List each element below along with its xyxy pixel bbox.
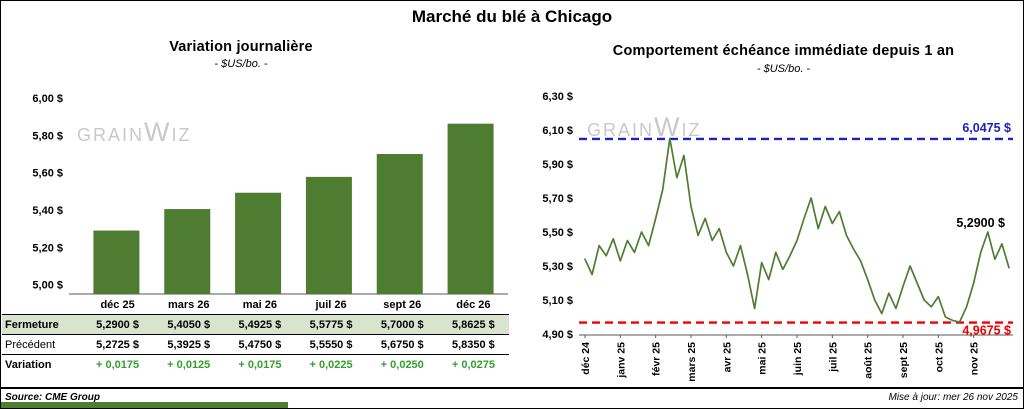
source-note: Source: CME Group <box>5 392 101 403</box>
line-y-tick-label: 5,50 $ <box>542 227 573 239</box>
table-row: Précédent 5,2725 $ 5,3925 $ 5,4750 $ 5,5550 … <box>2 335 509 355</box>
line-y-tick-label: 5,70 $ <box>542 193 573 205</box>
table-cell: 5,2900 $ <box>96 319 139 331</box>
table-cell: 5,5550 $ <box>309 339 353 351</box>
bar-y-tick-label: 5,00 $ <box>32 280 63 292</box>
line-x-tick-label: mars 25 <box>686 342 698 382</box>
table-row-label: Variation <box>5 359 52 371</box>
line-x-tick-label: juil 25 <box>827 342 839 373</box>
reference-line-label: 4,9675 $ <box>962 324 1011 338</box>
line-x-tick-label: août 25 <box>863 342 875 379</box>
table-month-header: sept 26 <box>383 299 422 311</box>
bar-y-tick-label: 5,40 $ <box>32 205 63 217</box>
bar-y-tick-label: 5,60 $ <box>32 168 63 180</box>
line-y-tick-label: 5,30 $ <box>542 261 573 273</box>
grainwiz-watermark: GRAINWIZ <box>587 112 702 142</box>
line-x-tick-label: juin 25 <box>792 342 804 376</box>
table-month-header: déc 25 <box>100 299 135 311</box>
table-cell: 5,8350 $ <box>451 339 495 351</box>
bar <box>305 176 352 294</box>
bar-y-tick-label: 5,20 $ <box>32 242 63 254</box>
table-cell: + 0,0125 <box>167 359 211 371</box>
table-corner-cell <box>2 297 82 314</box>
last-value-label: 5,2900 $ <box>956 216 1005 230</box>
table-cell: + 0,0275 <box>451 359 495 371</box>
line-chart-title: Comportement échéance immédiate depuis 1… <box>612 43 955 59</box>
line-x-tick-label: nov 25 <box>969 342 981 375</box>
line-x-tick-label: févr 25 <box>651 342 663 376</box>
table-cell: 5,6750 $ <box>380 339 424 351</box>
table-row: Variation + 0,0175 + 0,0125 + 0,0175 + 0,022… <box>2 355 509 374</box>
table-cell: 5,2725 $ <box>96 339 139 351</box>
line-x-tick-label: janv 25 <box>615 342 627 379</box>
bar <box>93 230 140 294</box>
table-month-header: mai 26 <box>242 299 278 311</box>
line-x-tick-label: déc 24 <box>580 342 592 375</box>
table-row: Fermeture 5,2900 $ 5,4050 $ 5,4925 $ 5,5775 … <box>2 314 509 335</box>
table-cell: 5,8625 $ <box>451 319 495 331</box>
table-cell: + 0,0175 <box>96 359 140 371</box>
line-chart: GRAINWIZ 4,90 $ 5,10 $ 5,30 $ 5,50 $ 5,70 $ 5,… <box>542 91 1013 382</box>
table-cell: 5,5775 $ <box>309 319 353 331</box>
table-cell: 5,7000 $ <box>380 319 424 331</box>
table-cell: 5,3925 $ <box>167 339 211 351</box>
bar-chart: GRAINWIZ 5,00 $ 5,20 $ 5,40 $ 5,60 $ 5,80 $ 6,… <box>32 93 508 295</box>
table-row-label: Fermeture <box>5 319 59 331</box>
table-month-header: déc 26 <box>456 299 491 311</box>
footer-accent-bar <box>1 402 288 408</box>
reference-line-label: 6,0475 $ <box>962 121 1011 135</box>
table-row-label: Précédent <box>5 339 56 351</box>
grainwiz-watermark: GRAINWIZ <box>77 117 192 147</box>
table-header-row: déc 25 mars 26 mai 26 juil 26 sept 26 déc 26 <box>2 297 509 314</box>
updated-note: Mise à jour: mer 26 nov 2025 <box>888 392 1018 403</box>
table-month-header: mars 26 <box>167 299 210 311</box>
table-cell: + 0,0225 <box>309 359 353 371</box>
table-cell: + 0,0250 <box>380 359 424 371</box>
table-cell: 5,4925 $ <box>238 319 282 331</box>
table-cell: 5,4050 $ <box>167 319 211 331</box>
bar <box>447 123 494 294</box>
page-title: Marché du blé à Chicago <box>411 7 613 26</box>
line-x-tick-label: sept 25 <box>898 342 910 378</box>
line-y-tick-label: 5,10 $ <box>542 295 573 307</box>
bar-y-tick-label: 6,00 $ <box>32 93 63 105</box>
line-y-tick-label: 6,30 $ <box>542 91 573 103</box>
table-month-header: juil 26 <box>315 299 347 311</box>
line-x-tick-label: avr 25 <box>721 342 733 373</box>
line-y-tick-label: 4,90 $ <box>542 329 573 341</box>
line-y-tick-label: 6,10 $ <box>542 125 573 137</box>
bar <box>164 209 211 294</box>
line-x-tick-label: mai 25 <box>757 342 769 375</box>
line-chart-subtitle: - $US/bo. - <box>756 63 811 75</box>
line-x-tick-label: oct 25 <box>933 342 945 373</box>
bar <box>376 154 423 294</box>
bar-chart-subtitle: - $US/bo. - <box>214 58 268 70</box>
table-cell: 5,4750 $ <box>238 339 282 351</box>
bar <box>235 192 282 294</box>
table-cell: + 0,0175 <box>238 359 282 371</box>
footer: Source: CME Group Mise à jour: mer 26 no… <box>1 387 1023 405</box>
bar-y-tick-label: 5,80 $ <box>32 130 63 142</box>
line-y-tick-label: 5,90 $ <box>542 159 573 171</box>
futures-table: déc 25 mars 26 mai 26 juil 26 sept 26 déc 26 F… <box>2 297 509 374</box>
bar-chart-title: Variation journalière <box>169 39 313 55</box>
price-line <box>584 137 1010 323</box>
